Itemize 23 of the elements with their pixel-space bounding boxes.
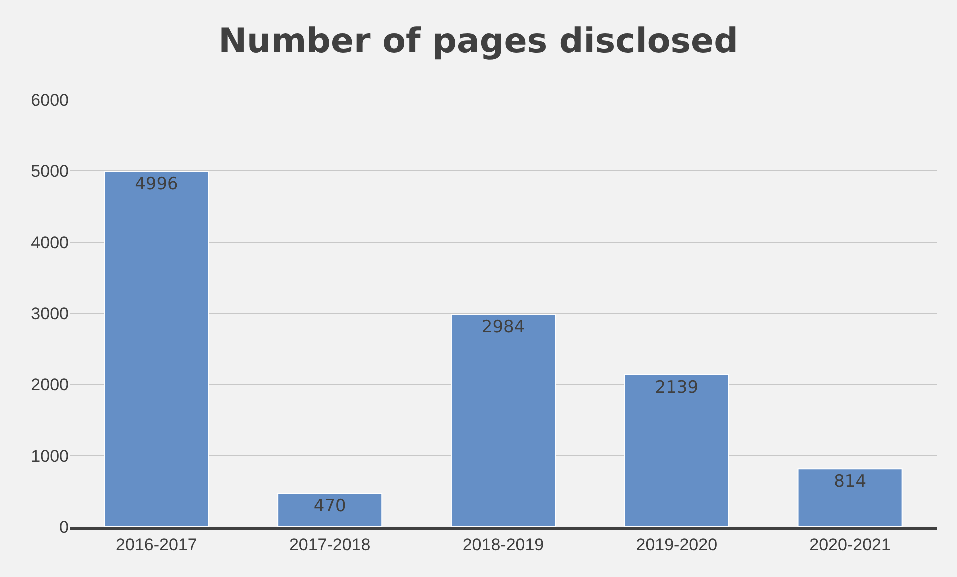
data-label: 470 <box>314 496 346 517</box>
x-tick-label: 2016-2017 <box>116 535 198 554</box>
data-label: 814 <box>834 472 867 492</box>
x-tick-label: 2018-2019 <box>462 535 544 554</box>
bar <box>104 170 210 527</box>
x-tick-label: 2019-2020 <box>636 535 718 554</box>
x-tick-label: 2017-2018 <box>289 535 371 554</box>
bar <box>278 493 383 527</box>
bar <box>798 468 903 527</box>
data-label: 2984 <box>482 318 526 338</box>
bar <box>450 314 556 527</box>
y-tick-label: 6000 <box>31 90 69 110</box>
y-tick-label: 2000 <box>31 376 69 395</box>
x-tick-label: 2020-2021 <box>810 535 891 554</box>
data-label: 2139 <box>655 378 699 398</box>
y-tick-label: 5000 <box>31 162 69 182</box>
bar <box>624 374 730 527</box>
y-tick-label: 4000 <box>31 233 69 252</box>
y-tick-label: 3000 <box>31 304 69 324</box>
y-tick-label: 1000 <box>31 446 69 466</box>
data-label: 4996 <box>135 174 178 194</box>
chart-title: Number of pages disclosed <box>218 22 738 62</box>
y-tick-label: 0 <box>60 518 69 537</box>
